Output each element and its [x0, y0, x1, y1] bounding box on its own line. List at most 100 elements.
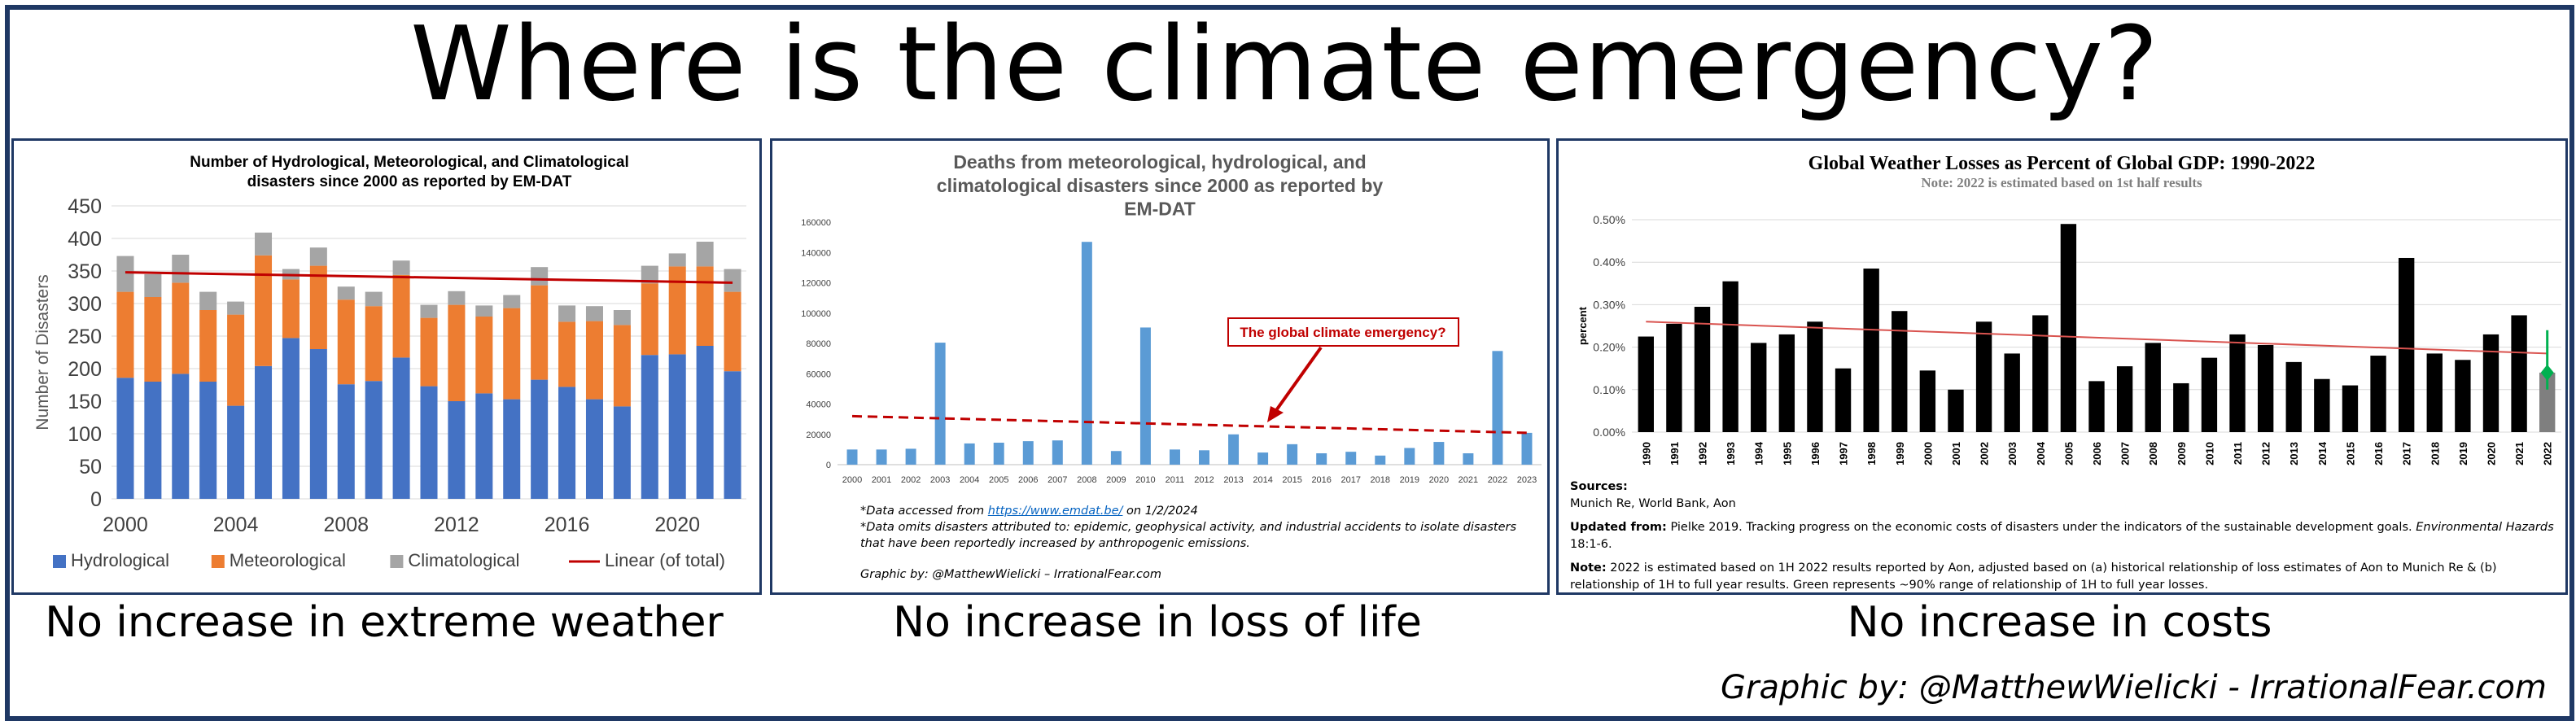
chart2-xtick-label: 2021	[1459, 475, 1478, 485]
updated-journal: Environmental Hazards	[2416, 521, 2554, 534]
chart1-bar-climatological	[531, 267, 549, 286]
chart1-bar-climatological	[558, 305, 576, 322]
chart1-legend-swatch-climatological	[390, 555, 404, 568]
deaths-notes: *Data accessed from https://www.emdat.be…	[860, 503, 1536, 583]
chart2-xtick-label: 2000	[842, 475, 862, 485]
updated-label: Updated from:	[1570, 521, 1667, 534]
chart1-legend-swatch-meteorological	[211, 555, 225, 568]
chart1-bar-climatological	[199, 291, 217, 310]
chart3-xtick-label: 2007	[2119, 442, 2132, 465]
chart3-xtick-label: 2004	[2035, 441, 2047, 465]
chart3-xtick-label: 2020	[2485, 442, 2497, 465]
chart3-xtick-label: 2006	[2091, 442, 2103, 465]
chart1-bar-climatological	[365, 291, 383, 307]
chart1-bar-meteorological	[337, 299, 355, 385]
chart1-bar-hydrological	[282, 338, 300, 499]
updated-from-note: Updated from: Pielke 2019. Tracking prog…	[1570, 519, 2555, 553]
chart1-bar-climatological	[668, 253, 686, 267]
chart1-trend-line	[125, 271, 733, 284]
chart3-ytick-label: 0.20%	[1593, 341, 1625, 354]
chart3-bar	[1863, 269, 1879, 432]
chart3-bar	[2455, 360, 2471, 432]
chart1-legend-label: Climatological	[408, 550, 519, 570]
chart3-xtick-label: 2008	[2147, 442, 2159, 465]
chart3-xtick-label: 1998	[1865, 442, 1878, 465]
chart1-ytick-label: 150	[68, 391, 102, 413]
chart3-bar	[2285, 361, 2302, 432]
chart1-bar-meteorological	[668, 266, 686, 355]
chart1-ytick-label: 50	[79, 456, 102, 478]
chart1-bar-meteorological	[282, 279, 300, 339]
chart2-xtick-label: 2001	[872, 475, 891, 485]
chart3-xtick-label: 1999	[1894, 442, 1906, 465]
note-label: Note:	[1570, 562, 1607, 575]
chart1-bar-hydrological	[227, 405, 245, 499]
chart1-bar-hydrological	[641, 355, 658, 499]
chart1-legend-trend-label: Linear (of total)	[605, 550, 725, 570]
chart1-bar-hydrological	[558, 387, 576, 499]
chart3-bar	[2116, 366, 2133, 432]
sources-label: Sources:	[1570, 480, 1628, 493]
chart1-bar-meteorological	[144, 297, 162, 382]
chart1-ytick-label: 350	[68, 260, 102, 283]
chart2-bar	[1139, 327, 1151, 465]
chart3-bar	[2201, 357, 2218, 432]
chart3-xtick-label: 2022	[2542, 442, 2554, 465]
chart2-xtick-label: 2003	[930, 475, 950, 485]
chart2-bar	[1492, 351, 1503, 465]
chart1-legend-label: Hydrological	[71, 550, 169, 570]
chart3-bar	[1694, 307, 1711, 432]
chart3-xtick-label: 2021	[2513, 442, 2526, 465]
chart3-xtick-label: 2014	[2316, 441, 2329, 465]
chart1-ytick-label: 300	[68, 293, 102, 316]
chart1-bar-hydrological	[144, 382, 162, 499]
chart3-bar	[1751, 343, 1767, 432]
chart3-xtick-label: 2012	[2260, 442, 2272, 465]
chart3-xtick-label: 1995	[1781, 442, 1793, 465]
losses-notes: Sources: Munich Re, World Bank, Aon Upda…	[1570, 478, 2555, 592]
chart2-xtick-label: 2023	[1517, 475, 1537, 485]
chart2-ytick-label: 20000	[806, 430, 831, 440]
note-source-suffix: on 1/2/2024	[1122, 505, 1198, 518]
chart2-xtick-label: 2018	[1371, 475, 1390, 485]
chart1-bar-meteorological	[724, 291, 741, 372]
chart1-xtick-label: 2008	[323, 513, 369, 536]
chart1-bar-climatological	[144, 274, 162, 297]
chart1-bar-meteorological	[531, 285, 549, 380]
chart3-title: Global Weather Losses as Percent of Glob…	[1808, 153, 2316, 174]
chart1-ytick-label: 200	[68, 358, 102, 381]
chart3-bar	[1835, 368, 1852, 432]
chart1-bar-meteorological	[448, 304, 466, 401]
chart1-bar-climatological	[420, 304, 438, 318]
chart2-ytick-label: 40000	[806, 400, 831, 410]
updated-tail: 18:1-6.	[1570, 538, 1612, 551]
chart1-bar-meteorological	[585, 321, 603, 400]
chart3-bar	[2004, 353, 2020, 432]
emdat-link[interactable]: https://www.emdat.be/	[987, 505, 1123, 518]
chart2-bar	[964, 443, 975, 465]
caption-extreme-weather: No increase in extreme weather	[45, 598, 724, 647]
chart1-bar-meteorological	[199, 310, 217, 382]
chart1-bar-meteorological	[365, 306, 383, 382]
chart2-xtick-label: 2009	[1106, 475, 1126, 485]
chart1-bar-climatological	[696, 242, 714, 267]
page-frame	[5, 5, 2574, 721]
chart3-bar	[2088, 381, 2105, 432]
chart1-bar-meteorological	[420, 317, 438, 387]
chart1-bar-meteorological	[309, 265, 327, 349]
chart1-xtick-label: 2004	[213, 513, 259, 536]
chart2-bar	[1228, 434, 1240, 465]
chart2-trend-line	[851, 414, 1528, 435]
chart2-ytick-label: 100000	[801, 309, 831, 319]
chart3-bar	[1807, 321, 1823, 432]
chart3-subtitle: Note: 2022 is estimated based on 1st hal…	[1921, 175, 2202, 190]
chart2-xtick-label: 2013	[1223, 475, 1243, 485]
chart2-ytick-label: 0	[826, 461, 831, 470]
chart3-bar	[1919, 370, 1936, 432]
chart3-bar	[2032, 315, 2049, 432]
chart2-bar	[1169, 449, 1180, 465]
chart1-legend-label: Meteorological	[230, 550, 346, 570]
chart3-ytick-label: 0.10%	[1593, 383, 1625, 396]
chart2-bar	[1463, 453, 1474, 465]
chart2-xtick-label: 2006	[1018, 475, 1038, 485]
